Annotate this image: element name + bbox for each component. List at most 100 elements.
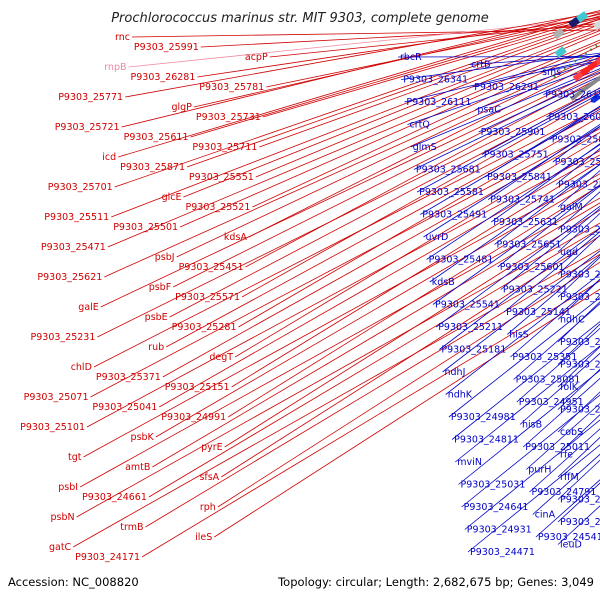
forward-gene-label[interactable]: P9303_25231 [31,332,96,343]
forward-gene-label[interactable]: chlD [71,362,92,373]
forward-gene-label[interactable]: tgt [68,452,82,463]
reverse-gene-label[interactable]: P9303_25351 [512,352,577,363]
reverse-gene-label[interactable]: hisS [509,330,529,341]
reverse-gene-label[interactable]: rbcR [400,52,422,63]
reverse-gene-label[interactable]: cinA [535,510,556,521]
forward-gene-label[interactable]: P9303_25281 [172,322,237,333]
forward-gene-label[interactable]: P9303_25701 [48,182,113,193]
reverse-gene-label[interactable]: leuD [560,540,582,551]
forward-gene-label[interactable]: P9303_25711 [192,142,257,153]
reverse-gene-label[interactable]: hisB [522,420,542,431]
reverse-gene-label[interactable]: P9303_25331 [560,270,600,281]
reverse-gene-label[interactable]: P9303_24981 [451,412,516,423]
reverse-gene-label[interactable]: P9303_24541 [538,532,600,543]
gene-labels[interactable]: rncP9303_25991acpPrnpBP9303_26281P9303_2… [20,32,600,563]
forward-gene-label[interactable]: P9303_25551 [189,172,254,183]
reverse-gene-label[interactable]: folK [560,382,579,393]
forward-gene-label[interactable]: P9303_25871 [120,162,185,173]
forward-gene-label[interactable]: P9303_24661 [82,492,147,503]
reverse-gene-label[interactable]: P9303_25011 [525,442,590,453]
reverse-gene-label[interactable]: P9303_24871 [560,495,600,506]
forward-gene-label[interactable]: P9303_25451 [179,262,244,273]
forward-gene-label[interactable]: acpP [245,52,268,63]
reverse-gene-label[interactable]: crtB [471,60,490,71]
reverse-gene-label[interactable]: crtQ [410,120,430,131]
reverse-gene-label[interactable]: P9303_26341 [403,75,468,86]
forward-gene-label[interactable]: rnc [115,32,130,43]
reverse-gene-label[interactable]: P9303_26191 [545,90,600,101]
reverse-gene-label[interactable]: P9303_24951 [519,397,584,408]
forward-gene-label[interactable]: P9303_25991 [134,42,199,53]
forward-gene-label[interactable]: P9303_25571 [175,292,240,303]
reverse-gene-label[interactable]: P9303_24671 [560,517,600,528]
forward-gene-label[interactable]: rnpB [104,62,126,73]
forward-gene-label[interactable]: P9303_25501 [113,222,178,233]
forward-gene-label[interactable]: P9303_25781 [199,82,264,93]
reverse-gene-label[interactable]: sms [542,67,561,78]
reverse-gene-label[interactable]: P9303_25641 [558,180,600,191]
reverse-gene-label[interactable]: P9303_24791 [532,487,597,498]
reverse-gene-label[interactable]: P9303_25841 [487,172,552,183]
reverse-gene-label[interactable]: ndhK [448,390,473,401]
reverse-gene-label[interactable]: rfe [560,450,573,461]
reverse-gene-label[interactable]: P9303_24941 [560,405,600,416]
forward-gene-label[interactable]: kdsA [224,232,247,243]
reverse-gene-label[interactable]: P9303_24811 [454,435,519,446]
forward-gene-label[interactable]: degT [209,352,233,363]
reverse-gene-label[interactable]: P9303_25541 [435,300,500,311]
forward-gene-label[interactable]: sfsA [199,472,219,483]
forward-gene-label[interactable]: amtB [125,462,150,473]
reverse-gene-label[interactable]: ugd [560,247,578,258]
reverse-gene-label[interactable]: P9303_25901 [481,127,546,138]
forward-gene-label[interactable]: P9303_24171 [75,552,140,563]
forward-gene-label[interactable]: P9303_25731 [196,112,261,123]
forward-gene-label[interactable]: gatC [49,542,72,553]
forward-gene-label[interactable]: P9303_25041 [92,402,157,413]
forward-gene-label[interactable]: P9303_25471 [41,242,106,253]
forward-gene-label[interactable]: psbN [50,512,74,523]
forward-gene-label[interactable]: P9303_25771 [58,92,123,103]
forward-gene-label[interactable]: rub [148,342,164,353]
reverse-gene-label[interactable]: P9303_25221 [503,285,568,296]
reverse-gene-label[interactable]: P9303_25891 [555,157,600,168]
forward-gene-label[interactable]: P9303_25101 [20,422,85,433]
forward-gene-label[interactable]: psbE [145,312,168,323]
forward-gene-label[interactable]: glcE [162,192,182,203]
reverse-gene-label[interactable]: uvrD [426,232,449,243]
forward-gene-label[interactable]: P9303_26281 [131,72,196,83]
reverse-gene-label[interactable]: P9303_25831 [552,135,600,146]
reverse-gene-label[interactable]: ndhC [560,315,585,326]
reverse-gene-label[interactable]: P9303_26291 [474,82,539,93]
reverse-gene-label[interactable]: P9303_24641 [464,502,529,513]
reverse-gene-label[interactable]: P9303_25381 [560,292,600,303]
reverse-gene-label[interactable]: P9303_25031 [461,480,526,491]
reverse-gene-label[interactable]: P9303_25181 [441,345,506,356]
reverse-gene-label[interactable]: glmS [413,142,437,153]
reverse-gene-label[interactable]: P9303_25651 [497,240,562,251]
reverse-gene-label[interactable]: P9303_25461 [560,225,600,236]
reverse-gene-label[interactable]: galM [560,202,583,213]
reverse-gene-label[interactable]: P9303_24471 [470,547,535,558]
forward-gene-label[interactable]: P9303_25621 [37,272,102,283]
reverse-gene-label[interactable]: cobS [560,427,583,438]
forward-gene-label[interactable]: pyrE [201,442,223,453]
forward-gene-label[interactable]: ileS [195,532,212,543]
forward-gene-label[interactable]: P9303_24991 [161,412,226,423]
reverse-gene-label[interactable]: P9303_25141 [506,307,571,318]
forward-gene-label[interactable]: P9303_25371 [96,372,161,383]
forward-gene-label[interactable]: galE [78,302,99,313]
reverse-gene-label[interactable]: rffM [560,472,579,483]
forward-gene-label[interactable]: P9303_25721 [55,122,120,133]
forward-gene-label[interactable]: psbI [58,482,78,493]
forward-gene-label[interactable]: trmB [120,522,143,533]
reverse-gene-label[interactable]: P9303_25581 [419,187,484,198]
forward-gene-label[interactable]: icd [102,152,116,163]
forward-gene-label[interactable]: psbJ [155,252,175,263]
reverse-gene-label[interactable]: P9303_25211 [438,322,503,333]
forward-gene-label[interactable]: P9303_25151 [165,382,230,393]
reverse-gene-label[interactable]: kdsB [432,277,455,288]
forward-gene-label[interactable]: psbF [149,282,171,293]
reverse-gene-label[interactable]: P9303_25491 [422,210,487,221]
reverse-gene-label[interactable]: P9303_25601 [500,262,565,273]
reverse-gene-label[interactable]: P9303_25631 [493,217,558,228]
